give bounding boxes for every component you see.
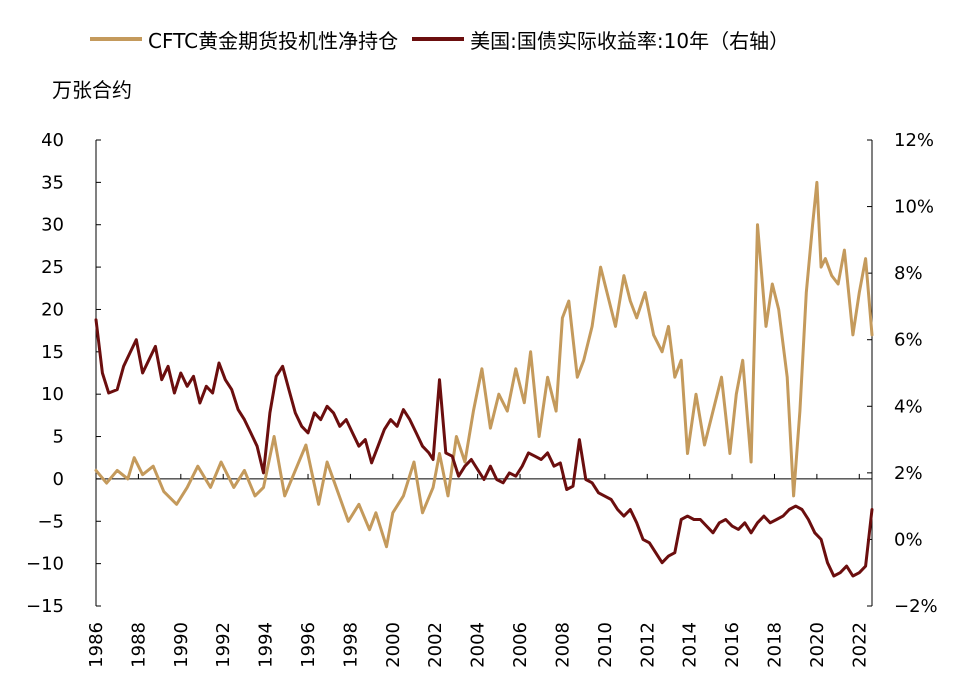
- legend-label-gold: CFTC黄金期货投机性净持仓: [148, 28, 399, 53]
- left-tick-label: 15: [41, 342, 64, 363]
- x-tick-label: 2006: [510, 622, 531, 668]
- chart-series: [94, 180, 874, 578]
- left-tick-label: 0: [53, 469, 64, 490]
- left-tick-label: 40: [41, 130, 64, 151]
- right-tick-label: 0%: [894, 529, 923, 550]
- x-tick-label: 2002: [425, 622, 446, 668]
- legend-item-gold: CFTC黄金期货投机性净持仓: [90, 25, 398, 54]
- legend-item-yield: 美国:国债实际收益率:10年（右轴）: [412, 25, 789, 54]
- x-tick-label: 2016: [722, 622, 743, 668]
- x-tick-label: 1988: [128, 622, 149, 668]
- right-tick-label: 2%: [894, 463, 923, 484]
- x-tick-label: 2010: [595, 622, 616, 668]
- left-tick-label: 35: [41, 172, 64, 193]
- right-tick-label: 8%: [894, 263, 923, 284]
- left-tick-label: 20: [41, 299, 64, 320]
- right-tick-label: 6%: [894, 330, 923, 351]
- x-tick-label: 2022: [849, 622, 870, 668]
- right-tick-label: 10%: [894, 197, 934, 218]
- left-tick-label: −10: [26, 554, 64, 575]
- left-tick-label: 25: [41, 257, 64, 278]
- right-tick-label: 4%: [894, 396, 923, 417]
- x-tick-label: 1992: [213, 622, 234, 668]
- x-tick-label: 1986: [86, 622, 107, 668]
- legend-label-yield: 美国:国债实际收益率:10年（右轴）: [470, 28, 790, 53]
- right-tick-label: −2%: [894, 596, 938, 617]
- x-tick-label: 2000: [383, 622, 404, 668]
- x-tick-label: 2008: [552, 622, 573, 668]
- x-tick-label: 1990: [171, 622, 192, 668]
- left-tick-label: −15: [26, 596, 64, 617]
- legend: CFTC黄金期货投机性净持仓 美国:国债实际收益率:10年（右轴）: [90, 24, 803, 54]
- x-tick-label: 2004: [468, 622, 489, 668]
- legend-swatch-yield: [412, 37, 465, 41]
- x-tick-label: 2014: [680, 622, 701, 668]
- chart-tick-labels: 40 35 30 25 20 15 10 5 0 −5 −10 −15 12% 10% 8% 6% 4% 2% 0%…: [26, 130, 938, 668]
- left-tick-label: −5: [37, 511, 64, 532]
- right-tick-label: 12%: [894, 130, 934, 151]
- left-tick-label: 5: [53, 427, 64, 448]
- left-axis-unit-label: 万张合约: [52, 78, 132, 102]
- series-line-real-yield: [94, 318, 874, 578]
- x-tick-label: 1998: [340, 622, 361, 668]
- legend-swatch-gold: [90, 37, 142, 41]
- left-tick-label: 30: [41, 215, 64, 236]
- x-tick-label: 1994: [256, 622, 277, 668]
- x-tick-label: 2012: [637, 622, 658, 668]
- series-line-gold-net-position: [94, 180, 874, 549]
- x-tick-label: 2020: [807, 622, 828, 668]
- left-tick-label: 10: [41, 384, 64, 405]
- x-tick-label: 1996: [298, 622, 319, 668]
- x-tick-label: 2018: [764, 622, 785, 668]
